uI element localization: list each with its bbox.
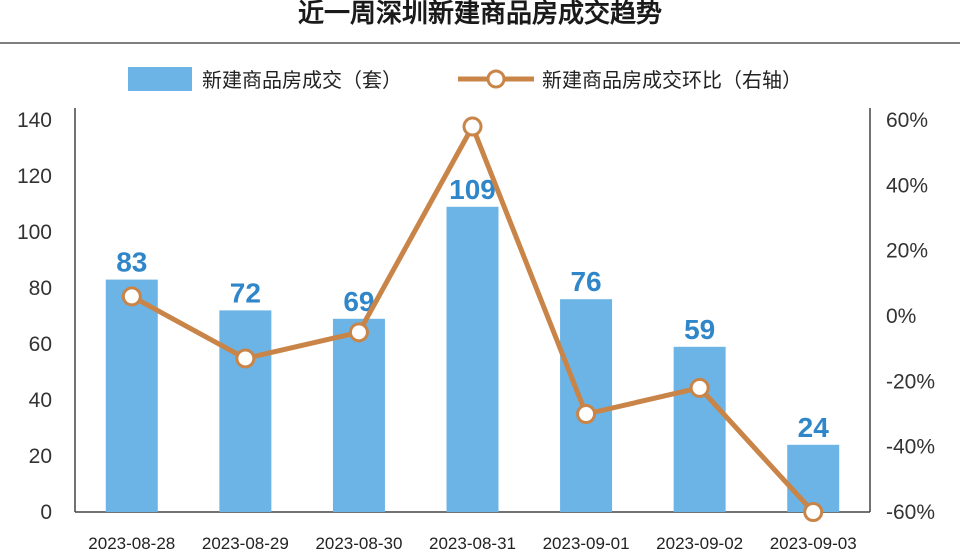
y-left-tick-label: 80 bbox=[29, 277, 52, 300]
x-tick-label: 2023-08-28 bbox=[88, 534, 175, 553]
legend-line-marker bbox=[486, 69, 506, 89]
y-right-tick-label: 0% bbox=[886, 305, 916, 328]
y-left-tick-label: 0 bbox=[40, 501, 52, 524]
bar bbox=[332, 318, 385, 512]
bar bbox=[105, 279, 158, 512]
y-right-tick-label: 20% bbox=[886, 240, 928, 263]
y-right-tick-label: 60% bbox=[886, 109, 928, 132]
line-point bbox=[235, 348, 256, 369]
y-left-tick-label: 40 bbox=[29, 389, 52, 412]
y-left-tick-label: 60 bbox=[29, 333, 52, 356]
x-tick-label: 2023-08-30 bbox=[315, 534, 402, 553]
x-tick-label: 2023-08-29 bbox=[202, 534, 289, 553]
bar-data-label: 59 bbox=[684, 314, 715, 345]
x-tick-label: 2023-08-31 bbox=[429, 534, 516, 553]
bar-data-label: 24 bbox=[798, 412, 830, 443]
line-point bbox=[576, 404, 597, 424]
legend-line-label: 新建商品房成交环比（右轴） bbox=[542, 68, 802, 92]
bar-data-label: 109 bbox=[449, 174, 496, 205]
y-left-tick-label: 120 bbox=[17, 165, 52, 188]
y-right-tick-label: -20% bbox=[886, 370, 935, 393]
y-left-tick-label: 20 bbox=[29, 445, 52, 468]
y-right-tick-label: -60% bbox=[886, 501, 935, 524]
x-tick-label: 2023-09-01 bbox=[543, 534, 630, 553]
bar-data-label: 76 bbox=[570, 266, 601, 297]
y-left-tick-label: 100 bbox=[17, 221, 52, 244]
y-right-tick-label: 40% bbox=[886, 174, 928, 197]
line-point bbox=[348, 322, 369, 343]
legend: 新建商品房成交（套） 新建商品房成交环比（右轴） bbox=[128, 67, 802, 92]
x-tick-label: 2023-09-02 bbox=[656, 534, 743, 553]
bar bbox=[219, 310, 272, 512]
bar bbox=[787, 444, 840, 512]
plot-area: 0 20 40 60 80 100 120 140 -60% -40% -20% 0% 20% 40% 60… bbox=[17, 108, 935, 553]
legend-bar-swatch bbox=[128, 67, 192, 91]
chart-title: 近一周深圳新建商品房成交趋势 bbox=[298, 0, 662, 29]
x-tick-label: 2023-09-03 bbox=[770, 534, 857, 553]
line-point bbox=[689, 377, 710, 398]
y-right-tick-label: -40% bbox=[886, 436, 935, 459]
line-point bbox=[121, 286, 142, 307]
legend-bar-label: 新建商品房成交（套） bbox=[202, 68, 402, 92]
bar bbox=[673, 346, 726, 512]
bar-data-label: 72 bbox=[230, 277, 261, 308]
line-point bbox=[462, 116, 483, 137]
bar-data-label: 83 bbox=[116, 247, 147, 278]
bar bbox=[446, 206, 499, 513]
line-point bbox=[803, 502, 824, 522]
y-left-tick-label: 140 bbox=[17, 109, 52, 132]
